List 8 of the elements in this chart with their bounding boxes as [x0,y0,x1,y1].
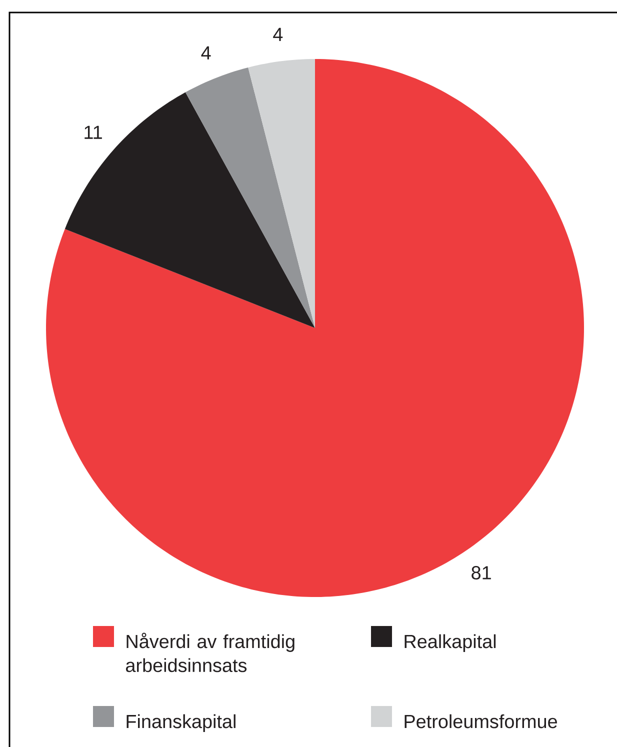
data-label: 81 [472,566,491,580]
data-label: 11 [84,126,102,139]
data-label: 4 [273,28,283,41]
legend-label: Petroleumsformue [404,714,557,728]
legend-label: Finanskapital [126,714,236,732]
legend-label: Nåverdi av framtidig arbeidsinnsats [126,632,294,672]
data-label: 4 [201,46,211,60]
legend-label: Realkapital [404,634,496,652]
